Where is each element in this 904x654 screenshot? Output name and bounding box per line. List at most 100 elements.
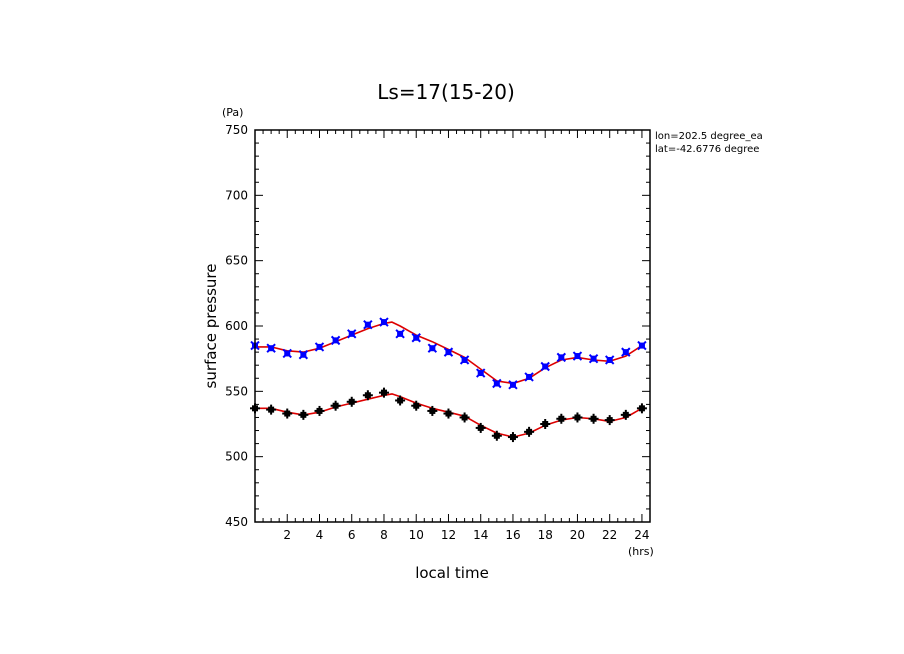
plus-marker: [524, 426, 535, 437]
x-marker: [540, 361, 550, 372]
x-tick-label: 6: [348, 528, 356, 542]
x-marker: [476, 368, 486, 378]
marker-square: [268, 345, 275, 352]
marker-square: [461, 356, 468, 363]
x-tick-label: 24: [634, 528, 649, 542]
plus-marker: [620, 409, 631, 420]
x-marker: [524, 372, 534, 382]
x-marker: [459, 355, 470, 365]
plus-marker: [491, 430, 502, 441]
marker-square: [316, 343, 323, 350]
marker-square: [493, 432, 500, 439]
marker-square: [364, 321, 371, 328]
x-axis-label: local time: [415, 564, 489, 582]
marker-square: [445, 410, 452, 417]
marker-square: [606, 356, 613, 363]
marker-square: [638, 405, 645, 412]
marker-square: [574, 414, 581, 421]
plus-marker: [378, 387, 389, 398]
x-marker: [492, 378, 502, 389]
x-marker: [411, 333, 421, 343]
x-marker: [508, 380, 518, 390]
x-marker: [556, 352, 567, 363]
plus-marker: [266, 404, 277, 415]
marker-square: [542, 421, 549, 427]
y-tick-label: 550: [225, 384, 248, 398]
marker-square: [461, 414, 468, 421]
y-tick-label: 600: [225, 319, 248, 333]
x-unit-label: (hrs): [628, 545, 654, 558]
marker-square: [316, 407, 323, 414]
marker-square: [364, 392, 371, 399]
plus-marker: [395, 395, 406, 406]
marker-square: [332, 402, 339, 409]
x-tick-label: 14: [473, 528, 488, 542]
marker-square: [638, 342, 645, 349]
x-tick-label: 18: [538, 528, 553, 542]
y-tick-label: 500: [225, 450, 248, 464]
x-tick-label: 2: [283, 528, 291, 542]
x-tick-label: 10: [409, 528, 424, 542]
chart-title: Ls=17(15-20): [377, 80, 515, 104]
plus-marker: [507, 432, 518, 443]
data-markers: [250, 317, 647, 443]
marker-square: [526, 428, 533, 435]
x-marker: [363, 319, 373, 330]
marker-square: [590, 415, 597, 422]
marker-square: [606, 417, 613, 424]
marker-square: [477, 370, 484, 377]
plus-marker: [298, 409, 309, 420]
y-axis-label: surface pressure: [202, 264, 220, 389]
y-tick-label: 700: [225, 188, 248, 202]
x-marker: [395, 329, 405, 339]
marker-square: [300, 411, 307, 418]
marker-square: [380, 389, 387, 396]
plus-marker: [330, 400, 341, 411]
marker-square: [429, 345, 436, 352]
plus-marker: [540, 419, 551, 429]
plus-marker: [411, 400, 422, 411]
marker-square: [348, 398, 355, 405]
tick-labels: 2 4 6 8 10 12 14 16 18 20 22 2445050055060065070075…: [225, 123, 649, 542]
plus-marker: [459, 412, 470, 423]
x-tick-label: 4: [316, 528, 324, 542]
plot-frame: [254, 129, 651, 523]
x-marker: [621, 347, 631, 357]
marker-square: [429, 407, 436, 414]
marker-square: [284, 350, 291, 357]
marker-square: [509, 381, 516, 388]
marker-square: [622, 411, 629, 418]
marker-square: [332, 337, 339, 344]
marker-square: [558, 415, 565, 422]
marker-square: [397, 330, 404, 337]
x-tick-label: 20: [570, 528, 585, 542]
plus-marker: [556, 413, 567, 424]
plus-marker: [604, 415, 615, 426]
plus-marker: [346, 396, 357, 407]
marker-square: [300, 351, 307, 358]
annotation-lon: lon=202.5 degree_ea: [655, 131, 763, 142]
x-marker: [443, 347, 454, 357]
x-marker: [282, 348, 292, 359]
marker-square: [542, 363, 549, 370]
x-marker: [298, 350, 309, 360]
x-marker: [604, 355, 615, 365]
x-marker: [314, 342, 325, 352]
x-marker: [379, 317, 389, 327]
marker-square: [526, 373, 533, 380]
marker-square: [413, 334, 420, 341]
x-marker: [427, 343, 438, 353]
plus-marker: [362, 390, 373, 401]
marker-square: [348, 330, 355, 337]
marker-square: [590, 355, 597, 362]
plus-marker: [427, 405, 438, 416]
y-tick-label: 650: [225, 254, 248, 268]
plus-marker: [475, 422, 486, 433]
marker-square: [268, 406, 275, 413]
x-marker: [266, 343, 276, 353]
marker-square: [477, 424, 484, 431]
plus-marker: [572, 412, 583, 423]
x-marker: [588, 353, 599, 364]
marker-square: [574, 353, 581, 360]
